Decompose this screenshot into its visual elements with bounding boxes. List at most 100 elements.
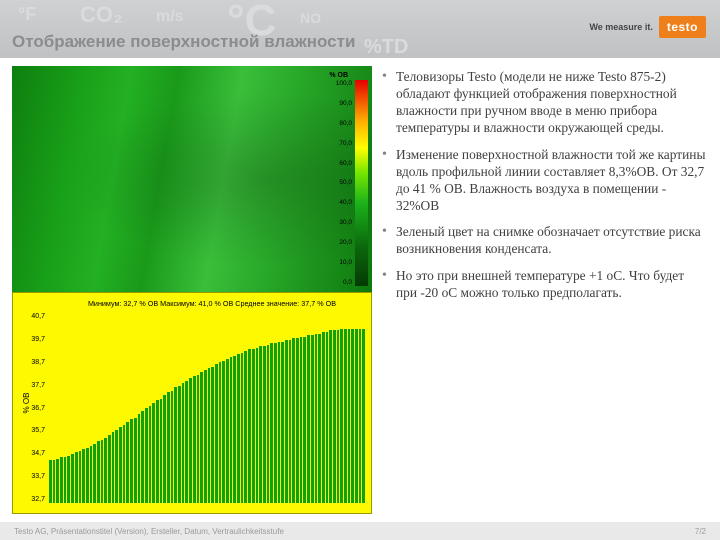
chart-bar xyxy=(123,425,126,503)
chart-bar xyxy=(149,406,152,503)
ghost-unit: %TD xyxy=(364,36,408,58)
chart-bar xyxy=(189,378,192,503)
chart-bar xyxy=(171,391,174,503)
bullet-item: Теловизоры Testo (модели не ниже Testo 8… xyxy=(382,68,708,137)
chart-bar xyxy=(222,361,225,504)
scale-tick: 70,0 xyxy=(324,140,352,147)
chart-bar xyxy=(259,346,262,503)
thermal-image: % OB 100,090,080,070,060,050,040,030,020… xyxy=(12,66,372,292)
chart-bar xyxy=(296,338,299,503)
chart-bar xyxy=(256,348,259,503)
chart-bar xyxy=(340,329,343,503)
y-tick: 33,7 xyxy=(23,473,45,480)
chart-bar xyxy=(197,375,200,503)
brand-logo: testo xyxy=(659,16,706,38)
chart-bar xyxy=(244,351,247,503)
chart-bar xyxy=(71,454,74,503)
scale-tick: 90,0 xyxy=(324,100,352,107)
page-title: Отображение поверхностной влажности xyxy=(12,32,355,52)
color-scale: % OB 100,090,080,070,060,050,040,030,020… xyxy=(324,72,368,286)
thermal-image-fill xyxy=(12,66,372,292)
chart-bar xyxy=(182,383,185,503)
chart-bar xyxy=(108,435,111,503)
bullet-item: Зеленый цвет на снимке обозначает отсутс… xyxy=(382,223,708,257)
humidity-chart: Минимум: 32,7 % ОВ Максимум: 41,0 % ОВ С… xyxy=(12,292,372,514)
chart-bar xyxy=(270,343,273,503)
chart-bar xyxy=(67,456,70,504)
chart-bar xyxy=(248,349,251,503)
chart-bar xyxy=(303,337,306,503)
chart-bar xyxy=(278,342,281,504)
chart-bar xyxy=(329,330,332,503)
y-tick: 34,7 xyxy=(23,450,45,457)
chart-bar xyxy=(263,346,266,503)
chart-bar xyxy=(322,332,325,503)
bullet-list: Теловизоры Testo (модели не ниже Testo 8… xyxy=(382,68,708,301)
chart-bar xyxy=(119,427,122,503)
chart-bar xyxy=(233,356,236,503)
chart-bar xyxy=(178,386,181,503)
color-scale-label: % OB xyxy=(324,72,348,79)
chart-bar xyxy=(318,334,321,503)
chart-bar xyxy=(97,441,100,503)
chart-bar xyxy=(281,342,284,504)
chart-bar xyxy=(355,329,358,503)
chart-bar xyxy=(226,359,229,503)
scale-tick: 100,0 xyxy=(324,80,352,87)
scale-tick: 40,0 xyxy=(324,199,352,206)
bullet-item: Изменение поверхностной влажности той же… xyxy=(382,146,708,215)
chart-bar xyxy=(241,353,244,503)
ghost-unit: CO₂ xyxy=(80,2,123,28)
scale-tick: 0,0 xyxy=(324,279,352,286)
chart-bar xyxy=(75,452,78,503)
chart-bar xyxy=(145,408,148,503)
chart-bar xyxy=(292,338,295,503)
chart-bar xyxy=(351,329,354,503)
ghost-unit: NO xyxy=(300,10,321,26)
bullet-item: Но это при внешней температуре +1 оС. Чт… xyxy=(382,267,708,301)
chart-bar xyxy=(64,457,67,503)
right-column: Теловизоры Testo (модели не ниже Testo 8… xyxy=(382,66,708,514)
chart-bar xyxy=(333,330,336,503)
chart-bar xyxy=(307,335,310,503)
chart-bar xyxy=(126,422,129,503)
ghost-unit: m/s xyxy=(156,8,184,26)
chart-bar xyxy=(337,330,340,503)
chart-bar xyxy=(86,448,89,503)
chart-bar xyxy=(185,381,188,503)
chart-bars xyxy=(49,313,365,503)
chart-bar xyxy=(274,343,277,503)
chart-bar xyxy=(134,418,137,504)
chart-bar xyxy=(230,357,233,503)
chart-bar xyxy=(215,364,218,503)
chart-bar xyxy=(200,372,203,503)
color-scale-ticks: 100,090,080,070,060,050,040,030,020,010,… xyxy=(324,80,352,286)
chart-bar xyxy=(348,329,351,503)
chart-bar xyxy=(359,329,362,503)
y-tick: 40,7 xyxy=(23,313,45,320)
scale-tick: 80,0 xyxy=(324,120,352,127)
main-area: % OB 100,090,080,070,060,050,040,030,020… xyxy=(12,66,708,514)
chart-bar xyxy=(300,337,303,503)
chart-bar xyxy=(174,387,177,503)
y-tick: 37,7 xyxy=(23,382,45,389)
chart-bar xyxy=(252,349,255,503)
chart-bar xyxy=(138,414,141,503)
scale-tick: 10,0 xyxy=(324,259,352,266)
chart-bar xyxy=(326,332,329,503)
left-column: % OB 100,090,080,070,060,050,040,030,020… xyxy=(12,66,372,514)
chart-bar xyxy=(211,367,214,503)
footer: Testo AG, Präsentationstitel (Version), … xyxy=(0,522,720,540)
chart-bar xyxy=(56,459,59,503)
chart-bar xyxy=(60,457,63,503)
y-tick: 39,7 xyxy=(23,336,45,343)
brand-tagline: We measure it. xyxy=(589,22,652,32)
chart-bar xyxy=(163,395,166,503)
y-tick: 36,7 xyxy=(23,405,45,412)
chart-bar xyxy=(130,419,133,503)
y-tick: 32,7 xyxy=(23,496,45,503)
chart-bar xyxy=(237,354,240,503)
chart-bar xyxy=(115,430,118,503)
chart-bar xyxy=(204,370,207,503)
color-scale-body: 100,090,080,070,060,050,040,030,020,010,… xyxy=(324,80,368,286)
